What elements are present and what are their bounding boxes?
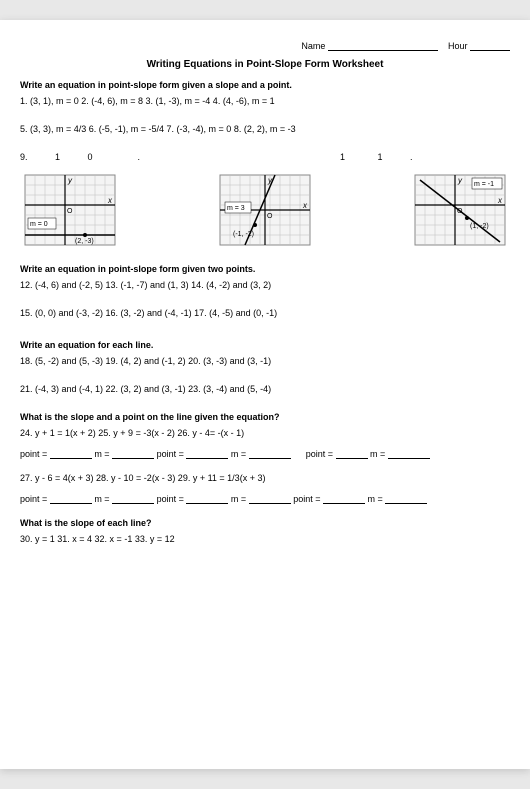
fill1-point1-field[interactable] bbox=[50, 448, 92, 459]
graph1-o-label: O bbox=[67, 208, 73, 215]
fill2-point3-label: point = bbox=[293, 494, 320, 504]
section1-row3: 9. 1 0 . 1 1 . bbox=[20, 152, 510, 162]
fill2-point2-label: point = bbox=[157, 494, 184, 504]
fill2-point3-field[interactable] bbox=[323, 493, 365, 504]
graph2-o-label: O bbox=[267, 213, 273, 220]
fill2-m3-field[interactable] bbox=[385, 493, 427, 504]
fill1-point2-label: point = bbox=[157, 449, 184, 459]
graph3-point-label: (1, -2) bbox=[470, 223, 489, 230]
section2-row1: 12. (-4, 6) and (-2, 5) 13. (-1, -7) and… bbox=[20, 280, 510, 290]
section2-row2: 15. (0, 0) and (-3, -2) 16. (3, -2) and … bbox=[20, 308, 510, 318]
hour-label: Hour bbox=[448, 41, 468, 51]
section3-heading: Write an equation for each line. bbox=[20, 340, 510, 350]
section4-fill2: point = m = point = m = point = m = bbox=[20, 493, 510, 504]
name-field[interactable] bbox=[328, 40, 438, 51]
name-label: Name bbox=[301, 41, 325, 51]
graphs-row: y x O m = 0 (2, -3) y x bbox=[20, 170, 510, 250]
graph3-m-label: m = -1 bbox=[474, 181, 494, 188]
fill1-m2-field[interactable] bbox=[249, 448, 291, 459]
section2-heading: Write an equation in point-slope form gi… bbox=[20, 264, 510, 274]
graph2-point-label: (-1, -2) bbox=[233, 231, 254, 238]
fill2-m2-label: m = bbox=[231, 494, 246, 504]
graph1-point-label: (2, -3) bbox=[75, 238, 94, 245]
fill1-m3-field[interactable] bbox=[388, 448, 430, 459]
fill1-m3-label: m = bbox=[370, 449, 385, 459]
header-line: Name Hour bbox=[20, 40, 510, 51]
graph-1: y x O m = 0 (2, -3) bbox=[20, 170, 120, 250]
section3-row1: 18. (5, -2) and (5, -3) 19. (4, 2) and (… bbox=[20, 356, 510, 366]
fill2-m2-field[interactable] bbox=[249, 493, 291, 504]
fill1-point2-field[interactable] bbox=[186, 448, 228, 459]
fill2-point1-field[interactable] bbox=[50, 493, 92, 504]
graph1-m-label: m = 0 bbox=[30, 221, 48, 228]
fill2-m1-label: m = bbox=[94, 494, 109, 504]
row3-right: 1 1 . bbox=[340, 152, 510, 162]
section4-heading: What is the slope and a point on the lin… bbox=[20, 412, 510, 422]
fill1-point1-label: point = bbox=[20, 449, 47, 459]
fill1-m1-label: m = bbox=[94, 449, 109, 459]
graph-2: y x O m = 3 (-1, -2) bbox=[215, 170, 315, 250]
fill2-point1-label: point = bbox=[20, 494, 47, 504]
section3-row2: 21. (-4, 3) and (-4, 1) 22. (3, 2) and (… bbox=[20, 384, 510, 394]
section1-row2: 5. (3, 3), m = 4/3 6. (-5, -1), m = -5/4… bbox=[20, 124, 510, 134]
worksheet-title: Writing Equations in Point-Slope Form Wo… bbox=[20, 59, 510, 70]
section5-heading: What is the slope of each line? bbox=[20, 518, 510, 528]
row3-left: 9. 1 0 . bbox=[20, 152, 340, 162]
fill1-m2-label: m = bbox=[231, 449, 246, 459]
section1-heading: Write an equation in point-slope form gi… bbox=[20, 80, 510, 90]
section4-row1: 24. y + 1 = 1(x + 2) 25. y + 9 = -3(x - … bbox=[20, 428, 510, 438]
section1-row1: 1. (3, 1), m = 0 2. (-4, 6), m = 8 3. (1… bbox=[20, 96, 510, 106]
fill2-point2-field[interactable] bbox=[186, 493, 228, 504]
hour-field[interactable] bbox=[470, 40, 510, 51]
graph2-m-label: m = 3 bbox=[227, 205, 245, 212]
section4-row2: 27. y - 6 = 4(x + 3) 28. y - 10 = -2(x -… bbox=[20, 473, 510, 483]
section5-row1: 30. y = 1 31. x = 4 32. x = -1 33. y = 1… bbox=[20, 534, 510, 544]
worksheet-page: Name Hour Writing Equations in Point-Slo… bbox=[0, 20, 530, 769]
graph-3: y x O m = -1 (1, -2) bbox=[410, 170, 510, 250]
section4-fill1: point = m = point = m = point = m = bbox=[20, 448, 510, 459]
fill1-point3-label: point = bbox=[306, 449, 333, 459]
fill2-m1-field[interactable] bbox=[112, 493, 154, 504]
fill2-m3-label: m = bbox=[368, 494, 383, 504]
fill1-point3-field[interactable] bbox=[336, 448, 368, 459]
fill1-m1-field[interactable] bbox=[112, 448, 154, 459]
